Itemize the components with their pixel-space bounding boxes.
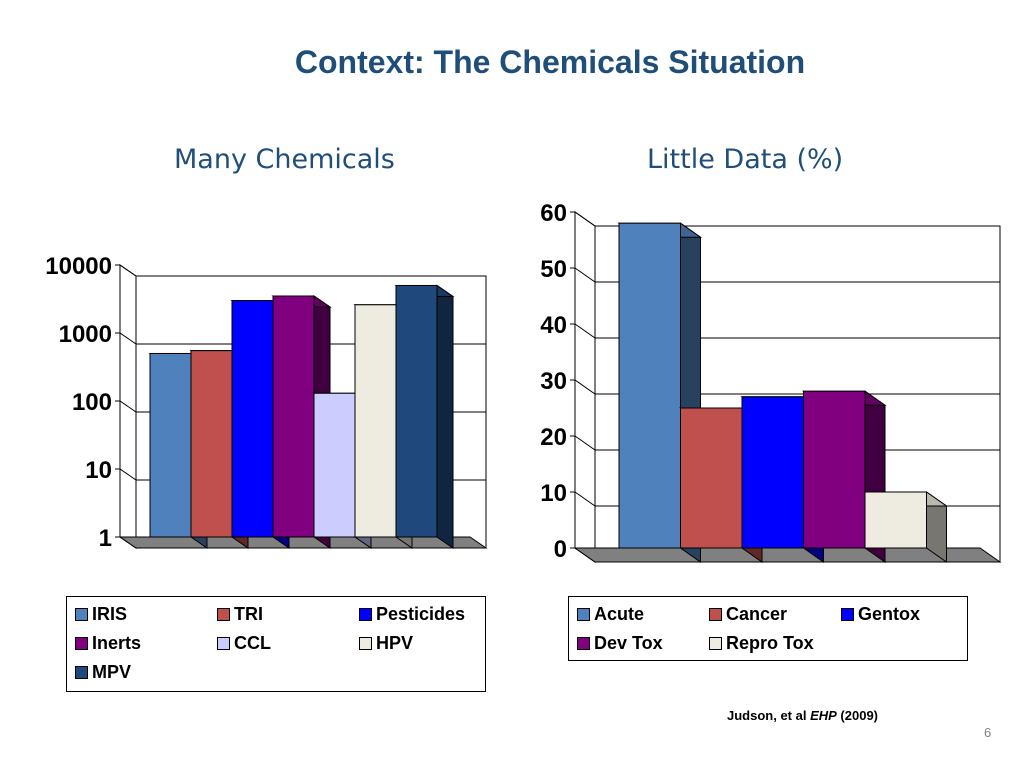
- legend-swatch: [359, 637, 372, 650]
- legend-label: Inerts: [92, 633, 142, 653]
- gridline: [574, 267, 1000, 283]
- legend-swatch: [359, 608, 372, 621]
- chart-many-chemicals: 10000 1000 100 10 1: [45, 253, 488, 552]
- y-tick-label: 60: [540, 200, 567, 227]
- legend-entry-pesticides: Pesticides: [359, 604, 489, 625]
- bar-mpv: [394, 284, 455, 549]
- chart-title-many-chemicals: Many Chemicals: [174, 144, 395, 175]
- y-tick-label: 0: [554, 536, 567, 563]
- page-number: 6: [984, 725, 992, 740]
- plot-floor: [118, 536, 488, 549]
- legend-label: Pesticides: [376, 604, 466, 624]
- legend-entry-tri: TRI: [217, 604, 359, 625]
- legend-swatch: [75, 608, 88, 621]
- bar-front: [231, 300, 274, 538]
- y-tick-label: 50: [540, 256, 567, 283]
- gridline: [574, 323, 1000, 339]
- bar-repro-tox: [863, 491, 949, 563]
- legend-entry-ccl: CCL: [217, 633, 359, 654]
- legend-label: CCL: [234, 633, 271, 653]
- y-tick-label: 10000: [45, 253, 112, 280]
- legend-swatch: [709, 608, 722, 621]
- bar-side: [436, 284, 454, 549]
- legend-entry-hpv: HPV: [359, 633, 489, 654]
- y-tick-label: 30: [540, 368, 567, 395]
- y-tick-label: 100: [72, 389, 112, 416]
- bar-front: [313, 392, 356, 538]
- legend-swatch: [577, 637, 590, 650]
- legend-entry-iris: IRIS: [75, 604, 217, 625]
- legend-label: MPV: [92, 662, 132, 682]
- legend-label: Acute: [594, 604, 645, 624]
- legend-many-chemicals: IRIS TRI Pesticides Inerts CCL HPV MPV: [66, 596, 486, 692]
- legend-label: Repro Tox: [726, 633, 814, 653]
- legend-swatch: [577, 608, 590, 621]
- bar-front: [149, 352, 192, 538]
- gridline: [574, 211, 1000, 227]
- legend-label: HPV: [376, 633, 414, 653]
- bar-front: [680, 407, 743, 549]
- citation-journal: EHP: [810, 708, 837, 723]
- chart-little-data: 60 50 40 30 20 10 0: [540, 200, 1002, 563]
- bar-front: [272, 295, 315, 538]
- legend-swatch: [841, 608, 854, 621]
- bar-front: [395, 284, 438, 538]
- legend-entry-acute: Acute: [577, 604, 709, 625]
- bar-front: [803, 390, 866, 549]
- legend-little-data: Acute Cancer Gentox Dev Tox Repro Tox: [568, 596, 968, 661]
- bar-front: [618, 222, 681, 549]
- legend-entry-cancer: Cancer: [709, 604, 841, 625]
- legend-label: IRIS: [92, 604, 128, 624]
- y-tick-label: 20: [540, 424, 567, 451]
- legend-entry-repro-tox: Repro Tox: [709, 633, 841, 654]
- y-tick-label: 10: [540, 480, 567, 507]
- legend-entry-dev-tox: Dev Tox: [577, 633, 709, 654]
- citation: Judson, et al EHP (2009): [727, 708, 878, 723]
- bar-front: [741, 396, 804, 549]
- bar-front: [864, 491, 927, 549]
- legend-swatch: [75, 666, 88, 679]
- legend-swatch: [217, 637, 230, 650]
- legend-label: Gentox: [858, 604, 921, 624]
- y-tick-label: 10: [85, 457, 112, 484]
- legend-entry-mpv: MPV: [75, 662, 217, 683]
- legend-entry-gentox: Gentox: [841, 604, 961, 625]
- legend-label: TRI: [234, 604, 263, 624]
- legend-swatch: [75, 637, 88, 650]
- chart-title-little-data: Little Data (%): [647, 144, 844, 175]
- legend-label: Cancer: [726, 604, 788, 624]
- bar-front: [354, 304, 397, 538]
- bar-front: [190, 350, 233, 538]
- y-tick-label: 1000: [59, 321, 112, 348]
- legend-label: Dev Tox: [594, 633, 663, 653]
- slide-title: Context: The Chemicals Situation: [294, 44, 806, 80]
- legend-swatch: [217, 608, 230, 621]
- y-tick-label: 40: [540, 312, 567, 339]
- legend-swatch: [709, 637, 722, 650]
- citation-authors: Judson, et al: [727, 708, 811, 723]
- gridline: [119, 264, 486, 277]
- citation-year: (2009): [836, 708, 879, 723]
- legend-entry-inerts: Inerts: [75, 633, 217, 654]
- y-tick-label: 1: [99, 525, 112, 552]
